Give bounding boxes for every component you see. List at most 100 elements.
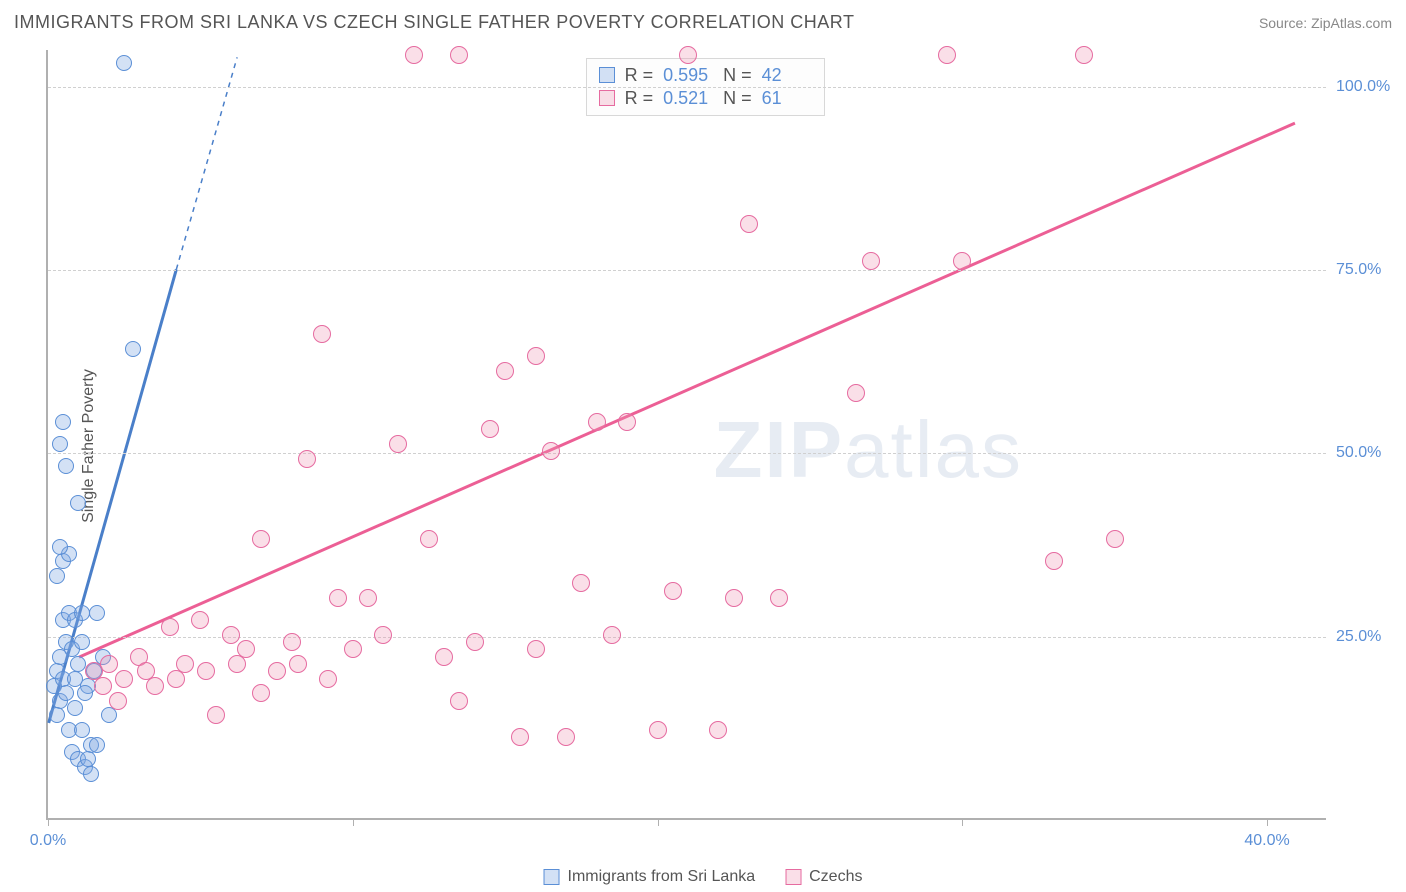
x-tick	[658, 818, 659, 826]
data-point-czechs	[770, 589, 788, 607]
x-tick	[962, 818, 963, 826]
data-point-czechs	[527, 640, 545, 658]
data-point-czechs	[268, 662, 286, 680]
x-tick-label: 40.0%	[1244, 832, 1289, 850]
swatch-czechs	[599, 90, 615, 106]
data-point-czechs	[618, 413, 636, 431]
data-point-czechs	[137, 662, 155, 680]
data-point-czechs	[420, 530, 438, 548]
data-point-czechs	[389, 435, 407, 453]
legend-label-czechs: Czechs	[809, 868, 862, 886]
data-point-czechs	[557, 728, 575, 746]
data-point-czechs	[435, 648, 453, 666]
data-point-czechs	[649, 721, 667, 739]
data-point-sri_lanka	[67, 700, 83, 716]
x-tick	[48, 818, 49, 826]
legend-item-czechs: Czechs	[785, 868, 862, 886]
trend-line-dashed-sri_lanka	[176, 57, 237, 269]
data-point-sri_lanka	[89, 605, 105, 621]
data-point-czechs	[542, 442, 560, 460]
data-point-czechs	[252, 684, 270, 702]
data-point-czechs	[289, 655, 307, 673]
data-point-sri_lanka	[74, 722, 90, 738]
data-point-czechs	[109, 692, 127, 710]
data-point-sri_lanka	[101, 707, 117, 723]
n-value-czechs: 61	[762, 88, 812, 109]
gridline	[48, 87, 1326, 88]
data-point-czechs	[222, 626, 240, 644]
data-point-czechs	[664, 582, 682, 600]
data-point-czechs	[94, 677, 112, 695]
watermark-light: atlas	[844, 405, 1023, 494]
trend-line-czechs	[79, 123, 1295, 657]
data-point-czechs	[481, 420, 499, 438]
data-point-sri_lanka	[77, 685, 93, 701]
data-point-czechs	[359, 589, 377, 607]
swatch-sri_lanka	[599, 67, 615, 83]
data-point-czechs	[344, 640, 362, 658]
data-point-czechs	[496, 362, 514, 380]
watermark: ZIPatlas	[714, 404, 1023, 496]
data-point-czechs	[527, 347, 545, 365]
data-point-czechs	[100, 655, 118, 673]
data-point-czechs	[679, 46, 697, 64]
r-value-sri_lanka: 0.595	[663, 65, 713, 86]
y-tick-label: 25.0%	[1336, 628, 1396, 646]
data-point-czechs	[450, 46, 468, 64]
data-point-czechs	[298, 450, 316, 468]
data-point-sri_lanka	[89, 737, 105, 753]
data-point-czechs	[161, 618, 179, 636]
gridline	[48, 637, 1326, 638]
series-legend: Immigrants from Sri Lanka Czechs	[544, 868, 863, 886]
data-point-czechs	[191, 611, 209, 629]
r-value-czechs: 0.521	[663, 88, 713, 109]
data-point-czechs	[329, 589, 347, 607]
data-point-czechs	[725, 589, 743, 607]
legend-label-sri_lanka: Immigrants from Sri Lanka	[568, 868, 756, 886]
swatch-sri_lanka	[544, 869, 560, 885]
chart-header: IMMIGRANTS FROM SRI LANKA VS CZECH SINGL…	[14, 12, 1392, 33]
data-point-sri_lanka	[52, 436, 68, 452]
data-point-czechs	[319, 670, 337, 688]
data-point-czechs	[466, 633, 484, 651]
data-point-czechs	[374, 626, 392, 644]
chart-source: Source: ZipAtlas.com	[1259, 15, 1392, 31]
data-point-sri_lanka	[58, 685, 74, 701]
data-point-czechs	[207, 706, 225, 724]
data-point-czechs	[115, 670, 133, 688]
data-point-czechs	[953, 252, 971, 270]
data-point-czechs	[740, 215, 758, 233]
data-point-sri_lanka	[80, 751, 96, 767]
y-tick-label: 75.0%	[1336, 261, 1396, 279]
data-point-sri_lanka	[55, 414, 71, 430]
data-point-czechs	[1106, 530, 1124, 548]
n-value-sri_lanka: 42	[762, 65, 812, 86]
data-point-sri_lanka	[70, 495, 86, 511]
watermark-bold: ZIP	[714, 405, 844, 494]
data-point-czechs	[197, 662, 215, 680]
gridline	[48, 270, 1326, 271]
data-point-sri_lanka	[74, 605, 90, 621]
x-tick-label: 0.0%	[30, 832, 66, 850]
data-point-sri_lanka	[125, 341, 141, 357]
data-point-czechs	[511, 728, 529, 746]
data-point-czechs	[283, 633, 301, 651]
n-label: N =	[723, 65, 752, 86]
swatch-czechs	[785, 869, 801, 885]
data-point-sri_lanka	[58, 458, 74, 474]
gridline	[48, 453, 1326, 454]
data-point-czechs	[313, 325, 331, 343]
data-point-czechs	[572, 574, 590, 592]
data-point-sri_lanka	[52, 539, 68, 555]
x-tick	[353, 818, 354, 826]
data-point-sri_lanka	[67, 671, 83, 687]
data-point-czechs	[405, 46, 423, 64]
y-tick-label: 100.0%	[1336, 78, 1396, 96]
data-point-czechs	[228, 655, 246, 673]
data-point-sri_lanka	[49, 707, 65, 723]
data-point-czechs	[252, 530, 270, 548]
trend-lines-layer	[48, 50, 1326, 818]
data-point-czechs	[862, 252, 880, 270]
r-label: R =	[625, 65, 654, 86]
chart-title: IMMIGRANTS FROM SRI LANKA VS CZECH SINGL…	[14, 12, 854, 33]
